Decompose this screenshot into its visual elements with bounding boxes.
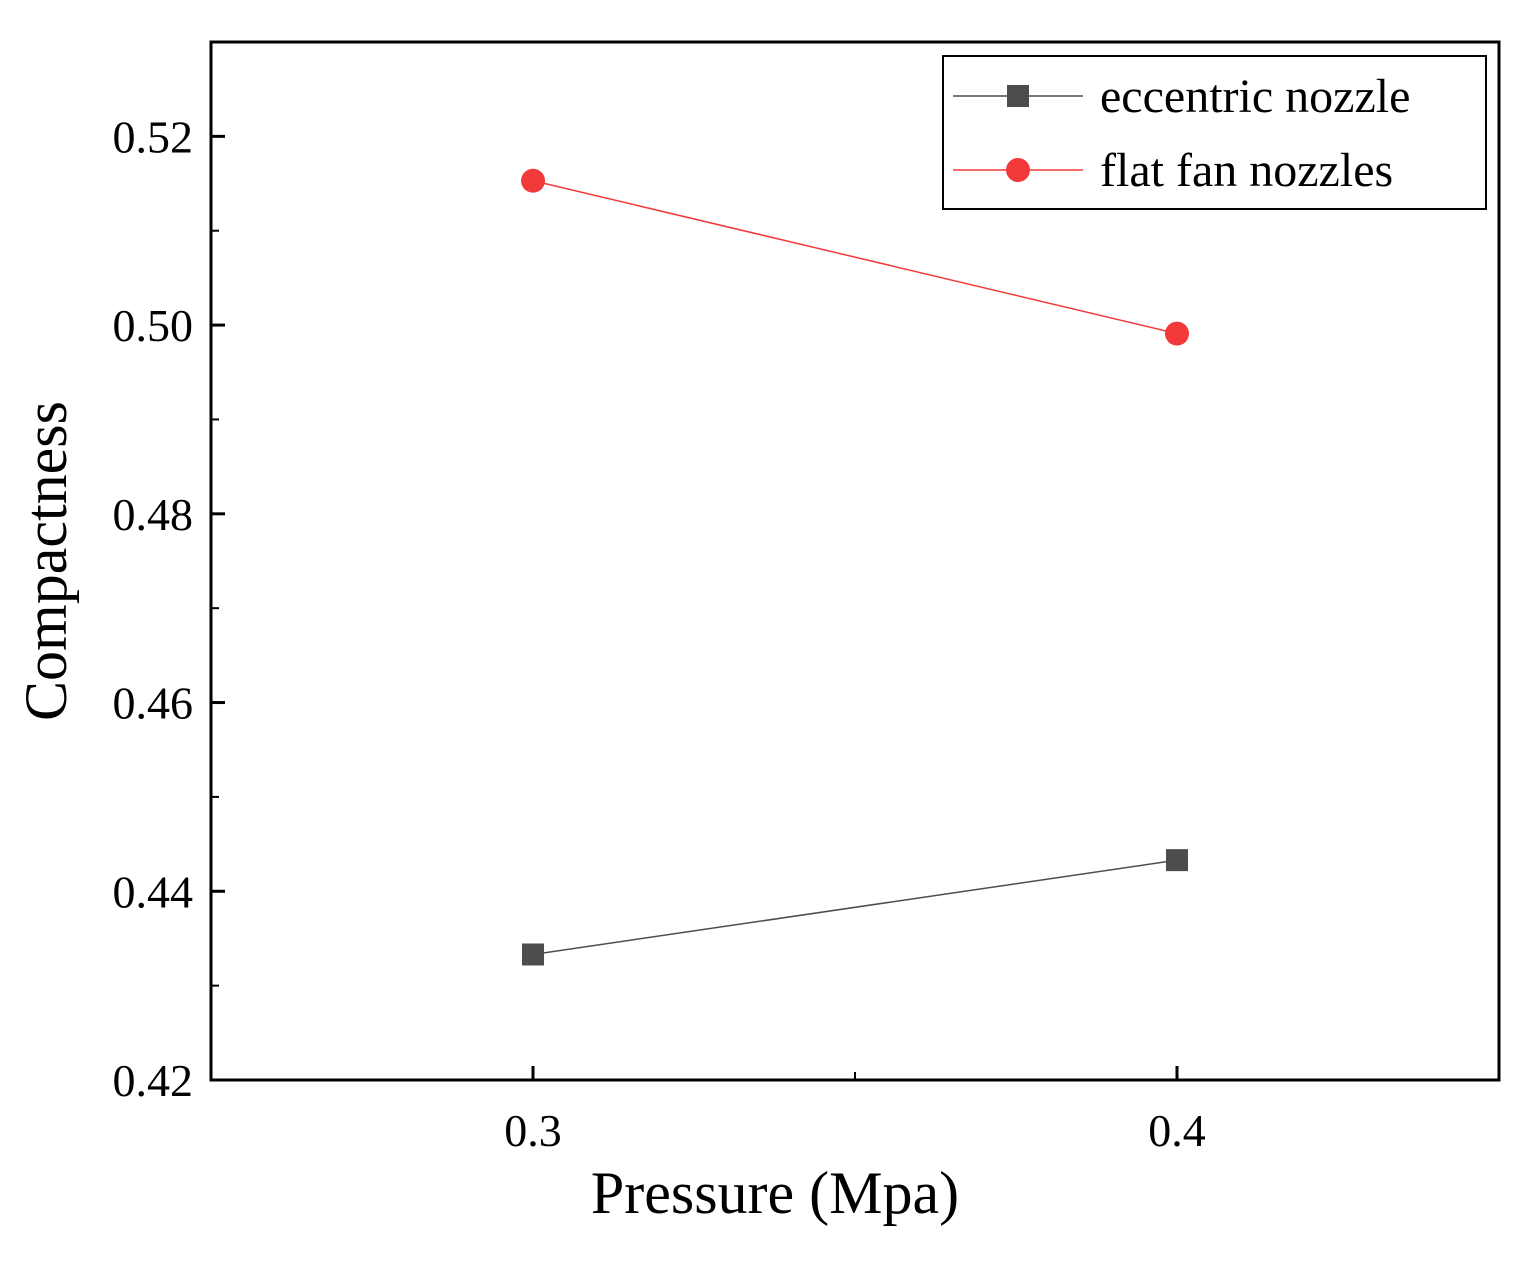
legend: eccentric nozzle flat fan nozzles [942,55,1487,210]
series-line-0 [532,859,1178,956]
x-tick-label: 0.4 [1148,1105,1206,1156]
legend-label: flat fan nozzles [1100,144,1393,197]
series-line-1 [532,179,1178,335]
x-axis-title: Pressure (Mpa) [591,1160,959,1226]
y-tick-label: 0.48 [113,489,194,540]
y-tick-label: 0.50 [113,300,194,351]
legend-box [942,55,1487,210]
series-layer [521,168,1189,966]
data-point-square [522,943,544,966]
data-point-circle [1165,321,1189,346]
y-axis: 0.42 0.44 0.46 0.48 0.50 0.52 [113,41,225,1106]
y-axis-title: Compactness [13,401,79,721]
data-point-square [1166,849,1188,872]
legend-marker-circle [1006,158,1030,182]
x-axis: 0.3 0.4 [210,1066,1500,1156]
data-point-circle [521,168,545,193]
y-tick-label: 0.46 [113,678,194,729]
legend-label: eccentric nozzle [1100,70,1410,123]
y-tick-label: 0.44 [113,866,194,917]
x-tick-label: 0.3 [504,1105,562,1156]
y-tick-label: 0.52 [113,111,194,162]
legend-marker-square [1007,85,1029,107]
y-tick-label: 0.42 [113,1055,194,1106]
